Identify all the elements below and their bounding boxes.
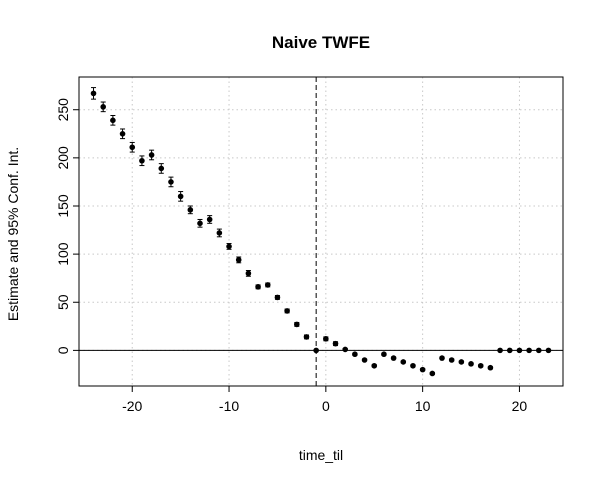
y-tick-label: 250 — [55, 98, 71, 122]
data-point — [235, 257, 242, 263]
data-point — [352, 351, 358, 358]
x-tick-label: 20 — [512, 398, 528, 414]
x-tick-label: 0 — [322, 398, 330, 414]
data-point — [545, 347, 552, 354]
data-point — [497, 347, 503, 354]
data-point — [342, 346, 349, 353]
x-axis: -20 -10 0 10 20 — [122, 386, 527, 414]
data-point — [226, 243, 232, 250]
reference-lines — [79, 77, 563, 386]
y-axis: 0 50 100 150 200 250 — [55, 98, 79, 354]
x-tick-label: -10 — [219, 398, 239, 414]
x-tick-label: 10 — [415, 398, 431, 414]
data-point — [264, 282, 271, 288]
y-tick-label: 150 — [55, 194, 71, 218]
data-point — [245, 270, 252, 277]
data-point — [448, 357, 455, 363]
data-point — [332, 340, 339, 347]
data-point — [506, 347, 513, 354]
data-point — [390, 355, 397, 361]
data-point — [216, 230, 223, 236]
data-point — [139, 157, 145, 164]
data-point — [274, 294, 281, 301]
data-point — [168, 179, 174, 185]
data-point — [458, 359, 465, 365]
y-tick-label: 100 — [55, 242, 71, 266]
data-point — [400, 359, 407, 365]
data-point — [110, 117, 116, 124]
data-point — [100, 104, 106, 110]
data-marks — [90, 87, 552, 377]
data-point — [410, 362, 416, 369]
data-point — [371, 362, 378, 369]
y-tick-label: 50 — [55, 294, 71, 310]
data-point — [477, 362, 484, 369]
chart-title: Naive TWFE — [272, 33, 370, 52]
data-point — [419, 366, 426, 373]
data-point — [303, 334, 310, 340]
data-point — [361, 357, 368, 363]
data-point — [294, 321, 300, 328]
data-point — [119, 130, 126, 137]
data-point — [439, 355, 445, 361]
data-point — [255, 284, 261, 290]
x-axis-label: time_til — [299, 447, 343, 463]
data-point — [197, 220, 203, 227]
y-axis-label: Estimate and 95% Conf. Int. — [5, 147, 21, 321]
data-point — [187, 207, 194, 213]
data-point — [313, 347, 319, 354]
data-point — [129, 144, 136, 151]
data-point — [177, 193, 184, 200]
y-tick-label: 0 — [55, 346, 71, 354]
data-point — [158, 165, 165, 172]
data-point — [206, 216, 213, 223]
data-point — [429, 370, 436, 377]
data-point — [526, 347, 532, 354]
data-point — [487, 364, 494, 371]
x-tick-label: -20 — [122, 398, 142, 414]
data-point — [468, 361, 474, 367]
data-point — [323, 336, 329, 342]
data-point — [284, 308, 290, 314]
data-point — [90, 90, 97, 97]
data-point — [148, 152, 155, 158]
data-point — [516, 347, 523, 354]
data-point — [536, 347, 542, 354]
grid — [79, 77, 563, 386]
data-point — [381, 351, 387, 358]
plot-frame — [78, 76, 564, 387]
y-tick-label: 200 — [55, 146, 71, 170]
